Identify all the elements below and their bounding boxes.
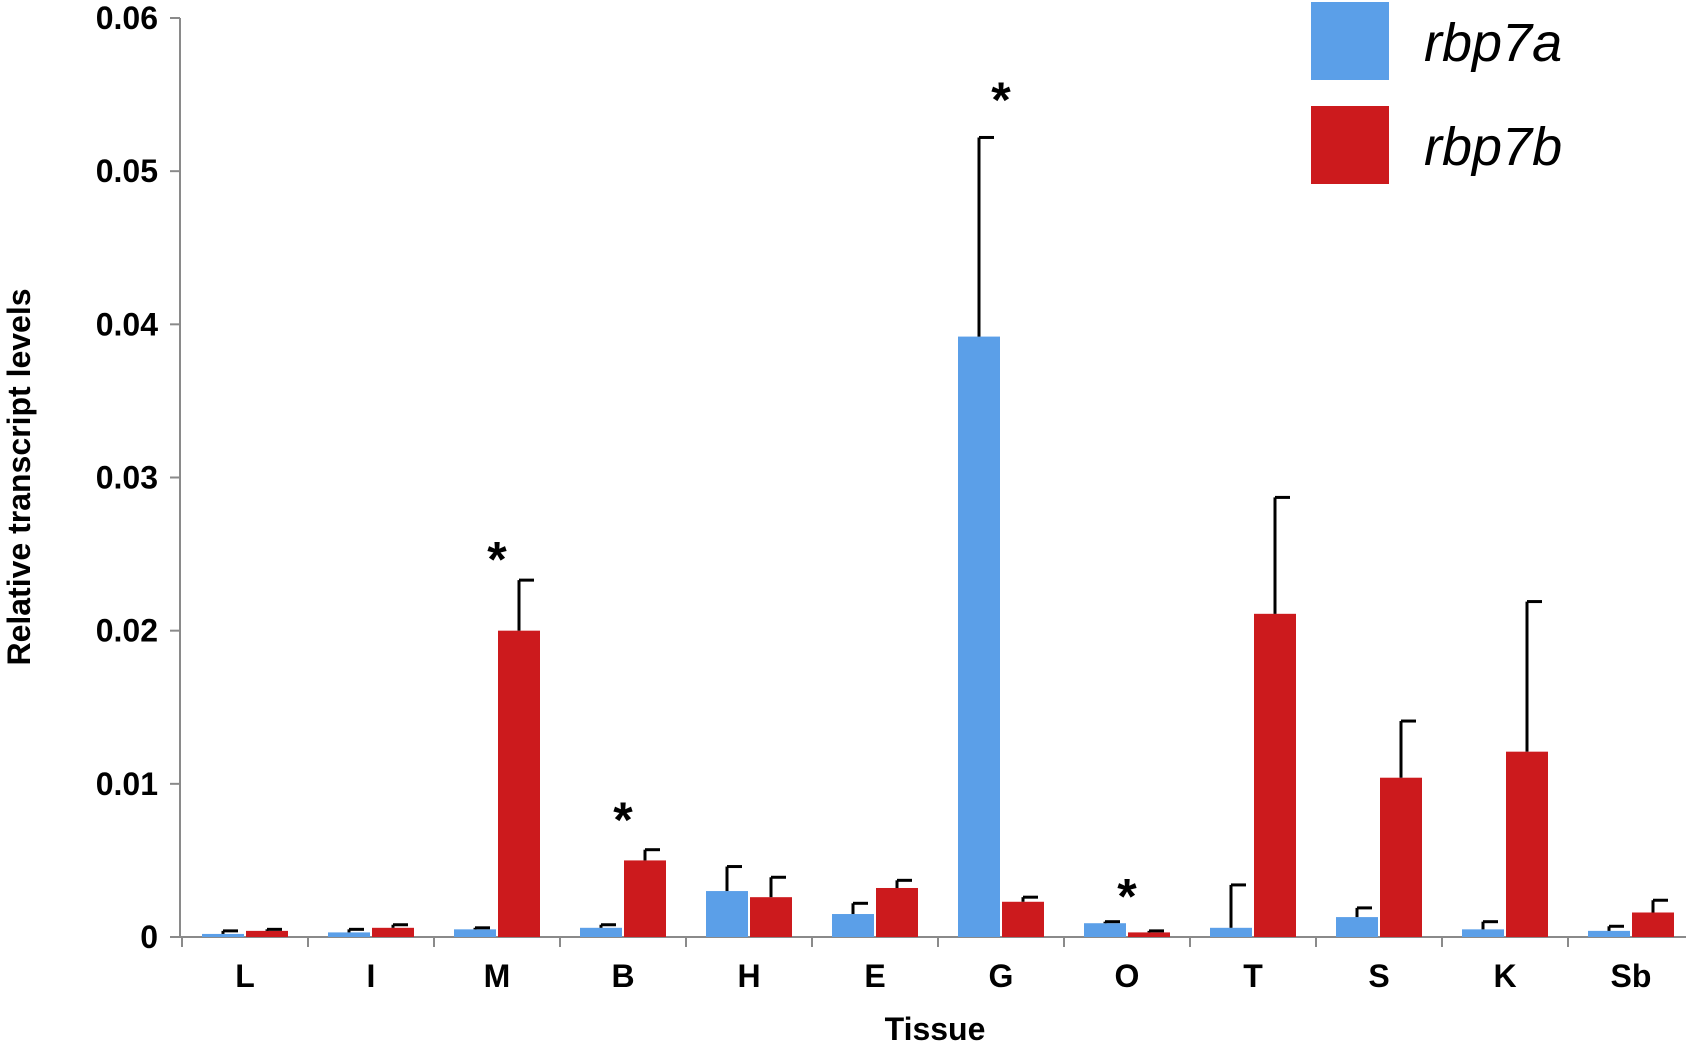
bar-rbp7b-Sb	[1632, 912, 1674, 937]
x-tick-label: L	[235, 958, 255, 994]
bar-rbp7a-M	[454, 929, 496, 937]
y-axis: 0 0.01 0.02 0.03 0.04 0.05 0.06	[96, 0, 181, 955]
x-tick-label: E	[864, 958, 885, 994]
bar-rbp7a-B	[580, 927, 622, 937]
bar-rbp7b-B	[624, 860, 666, 937]
bar-rbp7a-Sb	[1588, 930, 1630, 937]
significance-star: *	[613, 792, 633, 848]
x-tick-label: S	[1368, 958, 1389, 994]
bar-rbp7a-G	[958, 336, 1000, 937]
y-tick-label: 0.03	[96, 460, 158, 496]
x-tick-label: Sb	[1611, 958, 1652, 994]
bar-rbp7b-M	[498, 630, 540, 937]
error-bars	[221, 135, 1668, 934]
bar-rbp7b-G	[1002, 901, 1044, 937]
bar-rbp7b-S	[1380, 777, 1422, 937]
bar-rbp7a-E	[832, 914, 874, 937]
x-tick-label: B	[611, 958, 634, 994]
x-axis: L I M B H E G O T S K Sb	[180, 936, 1686, 994]
significance-markers: * * * *	[487, 72, 1137, 924]
bar-rbp7b-H	[750, 897, 792, 937]
legend-swatch-rbp7a	[1311, 2, 1389, 80]
bar-rbp7a-I	[328, 932, 370, 937]
bar-rbp7b-I	[372, 927, 414, 937]
bar-rbp7b-E	[876, 887, 918, 937]
bar-rbp7a-O	[1084, 923, 1126, 937]
y-tick-label: 0.02	[96, 613, 158, 649]
y-tick-label: 0.06	[96, 0, 158, 36]
legend-swatch-rbp7b	[1311, 106, 1389, 184]
bar-rbp7a-S	[1336, 917, 1378, 937]
x-tick-label: K	[1493, 958, 1516, 994]
legend-label-rbp7b: rbp7b	[1424, 117, 1562, 177]
legend-label-rbp7a: rbp7a	[1424, 13, 1562, 73]
bar-rbp7b-O	[1128, 932, 1170, 937]
significance-star: *	[991, 72, 1011, 128]
x-axis-title: Tissue	[885, 1011, 986, 1046]
y-tick-label: 0.04	[96, 306, 158, 342]
x-tick-label: I	[367, 958, 376, 994]
y-axis-title: Relative transcript levels	[1, 288, 37, 665]
bar-rbp7a-L	[202, 933, 244, 937]
x-tick-label: O	[1115, 958, 1140, 994]
bars	[202, 336, 1674, 937]
bar-rbp7a-K	[1462, 929, 1504, 937]
significance-star: *	[1117, 868, 1137, 924]
x-tick-label: T	[1243, 958, 1263, 994]
bar-rbp7b-K	[1506, 751, 1548, 937]
legend: rbp7a rbp7b	[1311, 2, 1562, 184]
bar-rbp7a-H	[706, 891, 748, 937]
x-tick-label: M	[484, 958, 511, 994]
bar-rbp7b-T	[1254, 613, 1296, 937]
x-tick-label: G	[989, 958, 1014, 994]
bar-rbp7b-L	[246, 930, 288, 937]
y-tick-label: 0.05	[96, 153, 158, 189]
x-tick-label: H	[737, 958, 760, 994]
y-tick-label: 0	[140, 919, 158, 955]
y-tick-label: 0.01	[96, 766, 158, 802]
significance-star: *	[487, 531, 507, 587]
bar-rbp7a-T	[1210, 927, 1252, 937]
